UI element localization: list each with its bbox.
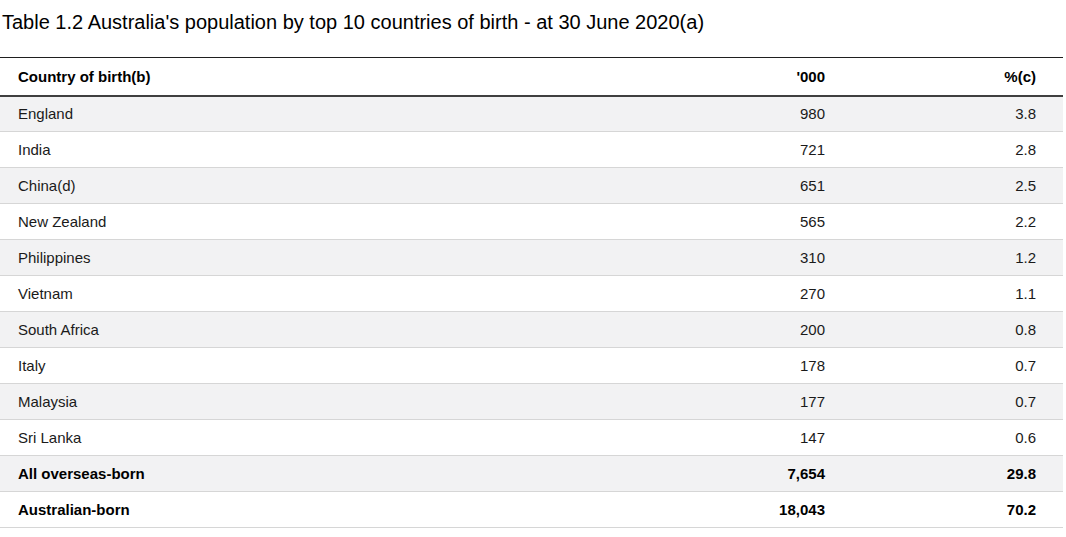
- cell-country: All overseas-born: [0, 456, 600, 492]
- cell-country: New Zealand: [0, 204, 600, 240]
- cell-thousands: 721: [600, 132, 825, 168]
- cell-percent: 29.8: [825, 456, 1063, 492]
- table-title: Table 1.2 Australia's population by top …: [0, 0, 1066, 57]
- cell-thousands: 270: [600, 276, 825, 312]
- cell-country: China(d): [0, 168, 600, 204]
- cell-percent: 0.6: [825, 420, 1063, 456]
- table-row-new-zealand: New Zealand 565 2.2: [0, 204, 1063, 240]
- cell-thousands: 565: [600, 204, 825, 240]
- cell-percent: 1.2: [825, 240, 1063, 276]
- cell-thousands: 177: [600, 384, 825, 420]
- table-row-italy: Italy 178 0.7: [0, 348, 1063, 384]
- population-by-country-table: Country of birth(b) '000 %(c) England 98…: [0, 57, 1063, 528]
- table-row-australian-born: Australian-born 18,043 70.2: [0, 492, 1063, 528]
- cell-country: Philippines: [0, 240, 600, 276]
- cell-thousands: 147: [600, 420, 825, 456]
- cell-percent: 0.8: [825, 312, 1063, 348]
- cell-percent: 0.7: [825, 348, 1063, 384]
- table-row-south-africa: South Africa 200 0.8: [0, 312, 1063, 348]
- cell-percent: 1.1: [825, 276, 1063, 312]
- table-row-sri-lanka: Sri Lanka 147 0.6: [0, 420, 1063, 456]
- table-row-all-overseas-born: All overseas-born 7,654 29.8: [0, 456, 1063, 492]
- cell-percent: 3.8: [825, 96, 1063, 132]
- cell-country: Italy: [0, 348, 600, 384]
- cell-thousands: 651: [600, 168, 825, 204]
- cell-country: Malaysia: [0, 384, 600, 420]
- header-row: Country of birth(b) '000 %(c): [0, 58, 1063, 96]
- cell-thousands: 200: [600, 312, 825, 348]
- cell-country: Sri Lanka: [0, 420, 600, 456]
- cell-country: South Africa: [0, 312, 600, 348]
- column-header-percent: %(c): [825, 58, 1063, 96]
- cell-country: England: [0, 96, 600, 132]
- cell-percent: 2.2: [825, 204, 1063, 240]
- column-header-thousands: '000: [600, 58, 825, 96]
- table-row-england: England 980 3.8: [0, 96, 1063, 132]
- cell-percent: 2.8: [825, 132, 1063, 168]
- table-row-vietnam: Vietnam 270 1.1: [0, 276, 1063, 312]
- table-row-malaysia: Malaysia 177 0.7: [0, 384, 1063, 420]
- cell-thousands: 178: [600, 348, 825, 384]
- cell-country: India: [0, 132, 600, 168]
- cell-percent: 70.2: [825, 492, 1063, 528]
- cell-country: Australian-born: [0, 492, 600, 528]
- cell-thousands: 18,043: [600, 492, 825, 528]
- cell-thousands: 7,654: [600, 456, 825, 492]
- cell-country: Vietnam: [0, 276, 600, 312]
- table-page: Table 1.2 Australia's population by top …: [0, 0, 1066, 537]
- cell-thousands: 310: [600, 240, 825, 276]
- table-row-india: India 721 2.8: [0, 132, 1063, 168]
- cell-thousands: 980: [600, 96, 825, 132]
- column-header-country-of-birth: Country of birth(b): [0, 58, 600, 96]
- table-row-philippines: Philippines 310 1.2: [0, 240, 1063, 276]
- cell-percent: 0.7: [825, 384, 1063, 420]
- cell-percent: 2.5: [825, 168, 1063, 204]
- table-row-china: China(d) 651 2.5: [0, 168, 1063, 204]
